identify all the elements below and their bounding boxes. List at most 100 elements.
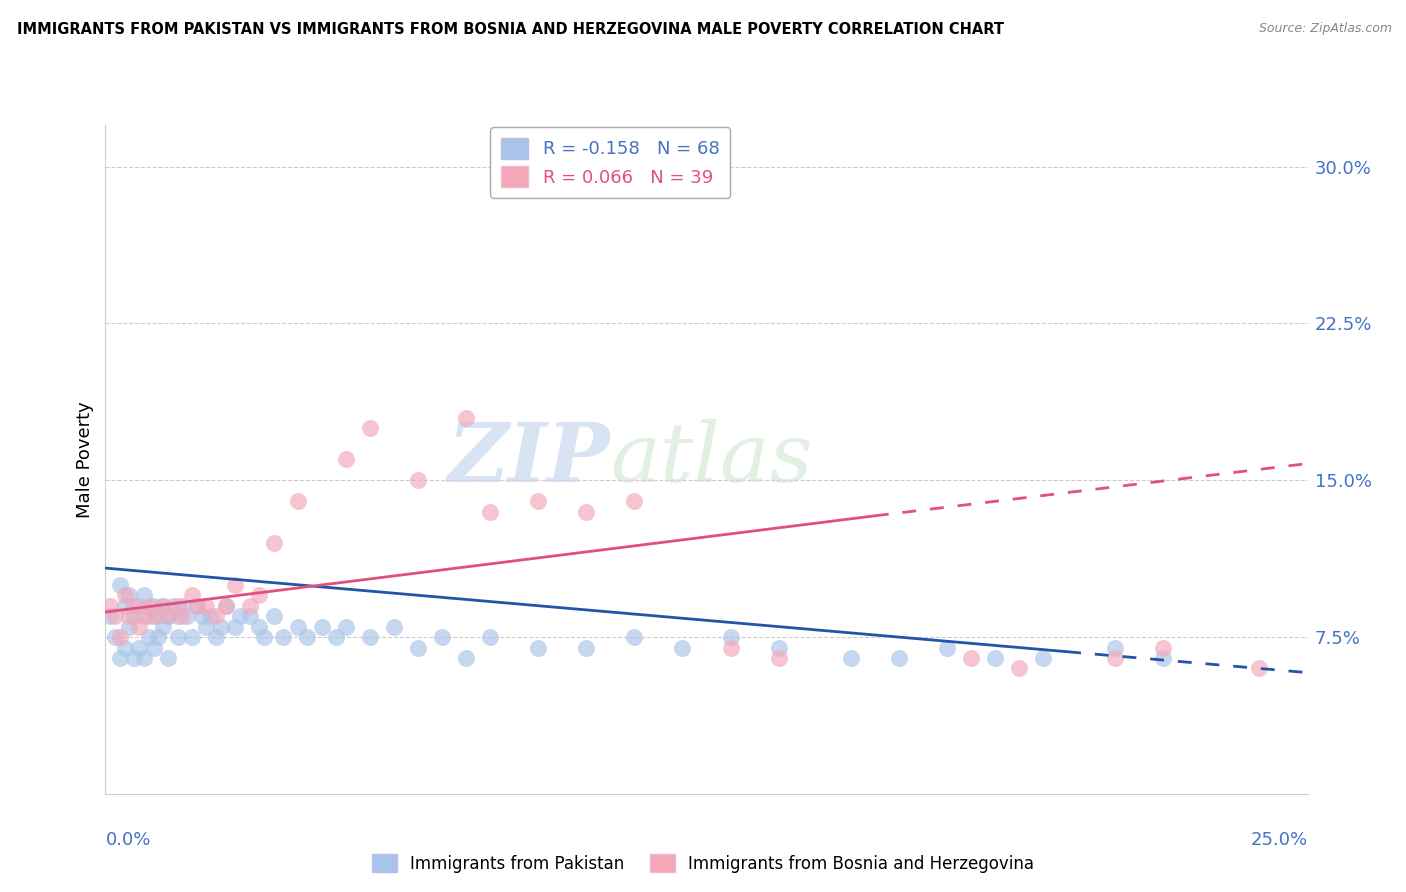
Point — [124, 599, 146, 613]
Point — [454, 651, 477, 665]
Text: 0.0%: 0.0% — [105, 830, 150, 848]
Point — [382, 619, 405, 633]
Point — [768, 651, 790, 665]
Point — [128, 640, 150, 655]
Point — [839, 651, 862, 665]
Point — [527, 494, 550, 508]
Point — [454, 410, 477, 425]
Point — [623, 630, 645, 644]
Point — [406, 640, 429, 655]
Point — [205, 630, 228, 644]
Point — [118, 609, 141, 624]
Point — [359, 630, 381, 644]
Point — [172, 599, 194, 613]
Point — [156, 609, 179, 624]
Point — [229, 609, 252, 624]
Point — [186, 599, 208, 613]
Point — [114, 640, 136, 655]
Point — [108, 651, 131, 665]
Point — [1032, 651, 1054, 665]
Point — [575, 505, 598, 519]
Text: ZIP: ZIP — [447, 419, 610, 500]
Point — [887, 651, 910, 665]
Point — [142, 599, 165, 613]
Point — [214, 599, 236, 613]
Point — [138, 630, 160, 644]
Point — [224, 578, 246, 592]
Point — [148, 630, 170, 644]
Point — [98, 599, 121, 613]
Point — [527, 640, 550, 655]
Text: Source: ZipAtlas.com: Source: ZipAtlas.com — [1258, 22, 1392, 36]
Point — [162, 599, 184, 613]
Point — [195, 619, 218, 633]
Point — [166, 609, 188, 624]
Point — [479, 630, 502, 644]
Point — [720, 630, 742, 644]
Point — [152, 619, 174, 633]
Point — [575, 640, 598, 655]
Point — [118, 588, 141, 602]
Point — [186, 599, 208, 613]
Text: IMMIGRANTS FROM PAKISTAN VS IMMIGRANTS FROM BOSNIA AND HERZEGOVINA MALE POVERTY : IMMIGRANTS FROM PAKISTAN VS IMMIGRANTS F… — [17, 22, 1004, 37]
Point — [247, 588, 270, 602]
Point — [325, 630, 347, 644]
Point — [114, 588, 136, 602]
Point — [124, 609, 146, 624]
Point — [239, 599, 262, 613]
Point — [138, 599, 160, 613]
Point — [273, 630, 295, 644]
Point — [1152, 651, 1174, 665]
Point — [156, 609, 179, 624]
Point — [287, 494, 309, 508]
Point — [124, 651, 146, 665]
Point — [253, 630, 276, 644]
Point — [984, 651, 1007, 665]
Point — [195, 599, 218, 613]
Point — [247, 619, 270, 633]
Point — [768, 640, 790, 655]
Point — [118, 619, 141, 633]
Legend: R = -0.158   N = 68, R = 0.066   N = 39: R = -0.158 N = 68, R = 0.066 N = 39 — [491, 128, 730, 198]
Text: 25.0%: 25.0% — [1250, 830, 1308, 848]
Point — [132, 609, 155, 624]
Point — [335, 619, 357, 633]
Point — [108, 630, 131, 644]
Point — [623, 494, 645, 508]
Point — [263, 609, 285, 624]
Point — [104, 609, 127, 624]
Point — [671, 640, 693, 655]
Point — [181, 588, 204, 602]
Point — [335, 452, 357, 467]
Point — [138, 609, 160, 624]
Point — [720, 640, 742, 655]
Point — [287, 619, 309, 633]
Point — [205, 609, 228, 624]
Point — [239, 609, 262, 624]
Point — [132, 651, 155, 665]
Point — [132, 588, 155, 602]
Point — [114, 599, 136, 613]
Point — [148, 609, 170, 624]
Point — [1249, 661, 1271, 675]
Point — [960, 651, 983, 665]
Point — [214, 599, 236, 613]
Point — [181, 630, 204, 644]
Point — [98, 609, 121, 624]
Point — [406, 473, 429, 487]
Point — [263, 536, 285, 550]
Point — [152, 599, 174, 613]
Point — [1008, 661, 1031, 675]
Point — [1152, 640, 1174, 655]
Point — [172, 609, 194, 624]
Legend: Immigrants from Pakistan, Immigrants from Bosnia and Herzegovina: Immigrants from Pakistan, Immigrants fro… — [366, 847, 1040, 880]
Point — [142, 640, 165, 655]
Point — [176, 609, 198, 624]
Point — [359, 421, 381, 435]
Point — [166, 599, 188, 613]
Point — [104, 630, 127, 644]
Point — [311, 619, 333, 633]
Point — [209, 619, 232, 633]
Point — [479, 505, 502, 519]
Point — [224, 619, 246, 633]
